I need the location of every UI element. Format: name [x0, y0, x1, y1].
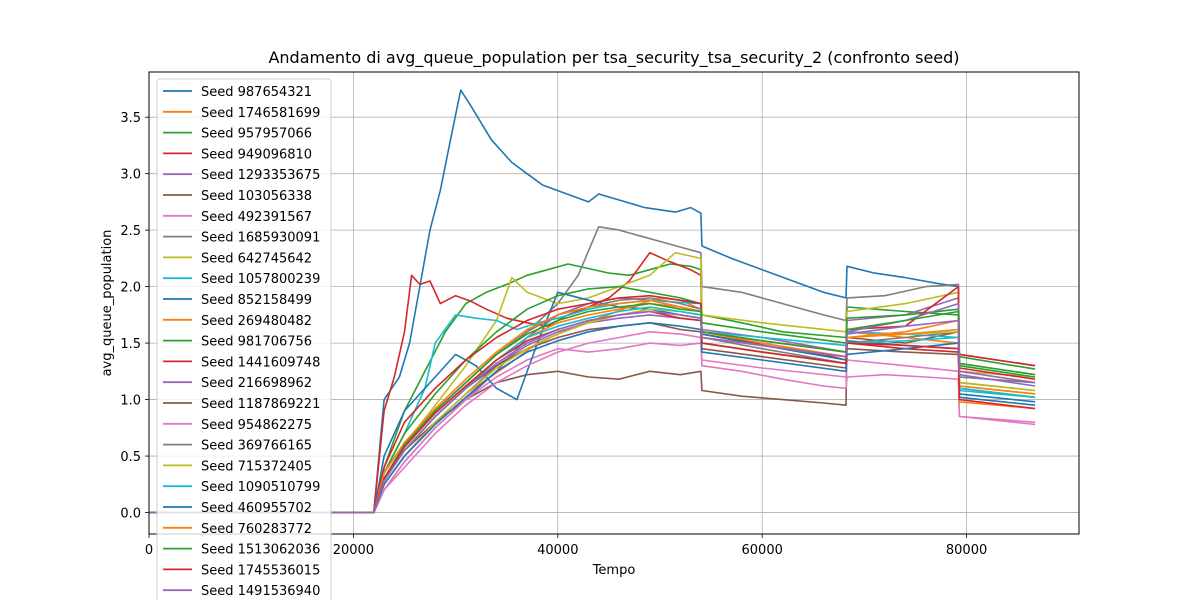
legend-label: Seed 1513062036 — [201, 543, 320, 558]
y-tick-label: 0.5 — [120, 450, 141, 465]
chart-title: Andamento di avg_queue_population per ts… — [268, 48, 959, 68]
plot-frame — [148, 71, 1080, 535]
x-tick-label: 80000 — [946, 543, 987, 558]
legend-label: Seed 1057800239 — [201, 272, 320, 287]
y-tick-label: 2.5 — [120, 224, 141, 239]
legend: Seed 987654321 Seed 1746581699 Seed 957957… — [156, 78, 332, 600]
x-tick-label: 40000 — [537, 543, 578, 558]
y-axis-label: avg_queue_population — [100, 230, 115, 377]
legend-label: Seed 1491536940 — [201, 584, 320, 599]
legend-label: Seed 1090510799 — [201, 480, 320, 495]
y-tick-label: 3.0 — [120, 168, 141, 183]
y-tick-label: 1.5 — [120, 337, 141, 352]
series-line-23 — [149, 302, 1036, 514]
y-tick-label: 2.0 — [120, 281, 141, 296]
legend-label: Seed 369766165 — [201, 439, 312, 454]
x-tick-label: 20000 — [333, 543, 374, 558]
legend-label: Seed 1441609748 — [201, 355, 320, 370]
series-line-22 — [149, 299, 1036, 514]
legend-label: Seed 852158499 — [201, 293, 312, 308]
legend-label: Seed 987654321 — [201, 85, 312, 100]
x-tick-label: 60000 — [742, 543, 783, 558]
y-tick-label: 0.0 — [120, 507, 141, 522]
x-tick-label: 0 — [145, 543, 153, 558]
legend-label: Seed 1746581699 — [201, 106, 320, 121]
y-tick-label: 3.5 — [120, 111, 141, 126]
legend-label: Seed 981706756 — [201, 335, 312, 350]
legend-box — [156, 78, 332, 600]
series-lines — [149, 89, 1036, 514]
x-axis: 0 20000 40000 60000 80000 — [145, 534, 987, 558]
series-line-1 — [149, 89, 1036, 514]
legend-label: Seed 103056338 — [201, 189, 312, 204]
series-line-7 — [149, 342, 1036, 514]
legend-label: Seed 954862275 — [201, 418, 312, 433]
x-axis-label: Tempo — [592, 563, 636, 578]
legend-label: Seed 1187869221 — [201, 397, 320, 412]
legend-label: Seed 492391567 — [201, 210, 312, 225]
series-line-17 — [149, 330, 1036, 514]
legend-label: Seed 1745536015 — [201, 563, 320, 578]
legend-label: Seed 269480482 — [201, 314, 312, 329]
legend-label: Seed 949096810 — [201, 147, 312, 162]
series-line-25 — [149, 310, 1036, 514]
series-line-21 — [149, 321, 1036, 514]
series-line-14 — [149, 285, 1036, 514]
legend-label: Seed 715372405 — [201, 459, 312, 474]
legend-label: Seed 1293353675 — [201, 168, 320, 183]
legend-label: Seed 216698962 — [201, 376, 312, 391]
y-tick-label: 1.0 — [120, 394, 141, 409]
legend-label: Seed 460955702 — [201, 501, 312, 516]
legend-label: Seed 642745642 — [201, 251, 312, 266]
legend-label: Seed 760283772 — [201, 522, 312, 537]
series-line-13 — [149, 285, 1036, 514]
legend-label: Seed 1685930091 — [201, 231, 320, 246]
y-axis: 0.0 0.5 1.0 1.5 2.0 2.5 3.0 3.5 — [120, 111, 149, 522]
legend-label: Seed 957957066 — [201, 127, 312, 142]
